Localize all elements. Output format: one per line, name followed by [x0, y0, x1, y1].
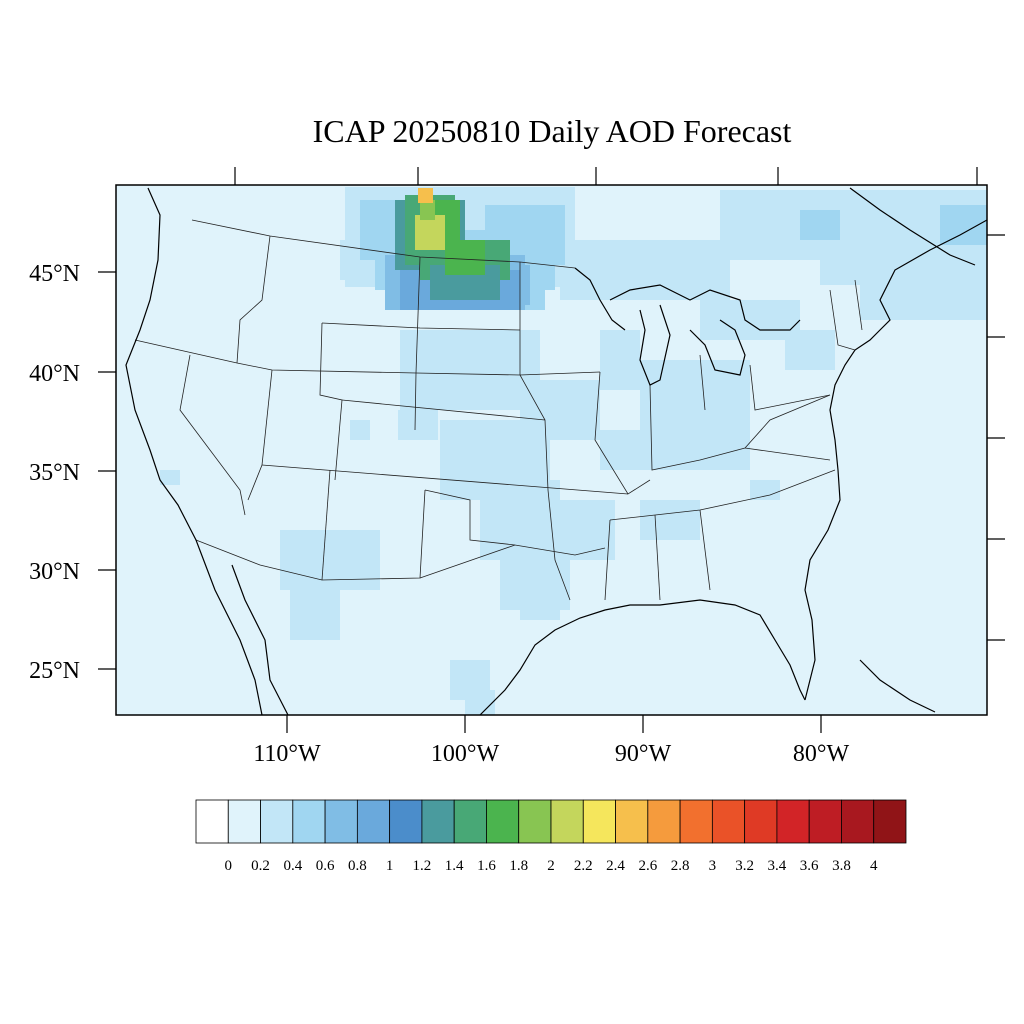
aod-cell	[400, 330, 540, 410]
colorbar-tick-label: 2	[547, 858, 555, 874]
aod-cell	[940, 205, 987, 245]
colorbar-tick-label: 4	[870, 858, 878, 874]
colorbar-swatch	[873, 799, 907, 844]
colorbar-swatch	[292, 799, 326, 844]
colorbar-tick-label: 3	[709, 858, 717, 874]
colorbar-tick-label: 2.8	[671, 858, 690, 874]
lon-label-100w: 100°W	[431, 741, 500, 767]
colorbar-swatch	[453, 799, 487, 844]
aod-cell	[160, 470, 180, 485]
aod-cell	[600, 430, 660, 470]
lat-label-25n: 25°N	[29, 658, 80, 684]
aod-cell	[300, 570, 335, 640]
colorbar-tick-label: 0.8	[348, 858, 367, 874]
aod-cell	[750, 480, 780, 500]
colorbar-swatch	[647, 799, 681, 844]
colorbar-swatch	[841, 799, 875, 844]
aod-cell	[420, 200, 435, 220]
aod-cell	[860, 260, 987, 320]
map-ticks	[98, 167, 1005, 733]
lon-label-90w: 90°W	[615, 741, 672, 767]
state-boundaries	[134, 219, 863, 601]
aod-cell	[415, 215, 445, 250]
colorbar-tick-label: 2.2	[574, 858, 593, 874]
colorbar-swatch	[486, 799, 520, 844]
aod-cell	[600, 330, 640, 390]
aod-cell	[560, 240, 730, 300]
colorbar-swatch	[776, 799, 810, 844]
lat-label-40n: 40°N	[29, 361, 80, 387]
colorbar-tick-label: 1.4	[445, 858, 464, 874]
aod-field	[160, 187, 987, 715]
latitude-labels: 45°N 40°N 35°N 30°N 25°N	[29, 261, 80, 684]
aod-cell	[398, 410, 438, 440]
colorbar-tick-label: 3.6	[800, 858, 819, 874]
map-panel: 45°N 40°N 35°N 30°N 25°N 110°W 100°W 90°…	[29, 167, 1005, 767]
colorbar-tick-label: 2.4	[606, 858, 625, 874]
lat-label-35n: 35°N	[29, 460, 80, 486]
colorbar-tick-label: 1.8	[509, 858, 528, 874]
aod-cell	[465, 690, 495, 715]
colorbar	[195, 799, 907, 844]
colorbar-tick-label: 3.2	[735, 858, 754, 874]
colorbar-swatch	[808, 799, 842, 844]
colorbar-swatch	[744, 799, 778, 844]
map-frame	[115, 184, 988, 716]
aod-cell	[640, 500, 700, 540]
aod-cell	[350, 420, 370, 440]
colorbar-tick-label: 1.6	[477, 858, 496, 874]
colorbar-swatch	[389, 799, 423, 844]
colorbar-labels: 0 0.2 0.4 0.6 0.8 1 1.2 1.4 1.6 1.8 2 2.2 2.4 2.6 2.8 3…	[225, 858, 878, 874]
colorbar-swatch	[227, 799, 261, 844]
colorbar-swatch	[260, 799, 294, 844]
colorbar-tick-label: 2.6	[638, 858, 657, 874]
aod-cell	[418, 188, 433, 203]
colorbar-tick-label: 0.4	[283, 858, 302, 874]
lon-label-110w: 110°W	[253, 741, 321, 767]
colorbar-tick-label: 3.4	[768, 858, 787, 874]
colorbar-swatch	[324, 799, 358, 844]
coastlines	[125, 187, 987, 715]
longitude-labels: 110°W 100°W 90°W 80°W	[253, 741, 849, 767]
colorbar-swatch	[518, 799, 552, 844]
colorbar-swatch	[679, 799, 713, 844]
aod-cell	[520, 590, 560, 620]
lon-label-80w: 80°W	[793, 741, 850, 767]
colorbar-swatch	[356, 799, 391, 844]
colorbar-swatch	[421, 799, 455, 844]
colorbar-swatch	[615, 799, 649, 844]
lat-label-30n: 30°N	[29, 559, 80, 585]
colorbar-tick-label: 0	[225, 858, 233, 874]
colorbar-tick-label: 0.2	[251, 858, 270, 874]
colorbar-tick-label: 0.6	[316, 858, 335, 874]
colorbar-swatch	[711, 799, 746, 844]
aod-cell	[445, 240, 485, 275]
colorbar-swatch	[582, 799, 616, 844]
colorbar-tick-label: 3.8	[832, 858, 851, 874]
figure-title: ICAP 20250810 Daily AOD Forecast	[313, 113, 792, 149]
colorbar-tick-label: 1.2	[413, 858, 432, 874]
aod-cell	[800, 210, 840, 240]
aod-cell	[700, 300, 800, 340]
colorbar-swatch	[195, 799, 229, 844]
colorbar-swatch	[550, 799, 584, 844]
colorbar-tick-label: 1	[386, 858, 394, 874]
lat-label-45n: 45°N	[29, 261, 80, 287]
